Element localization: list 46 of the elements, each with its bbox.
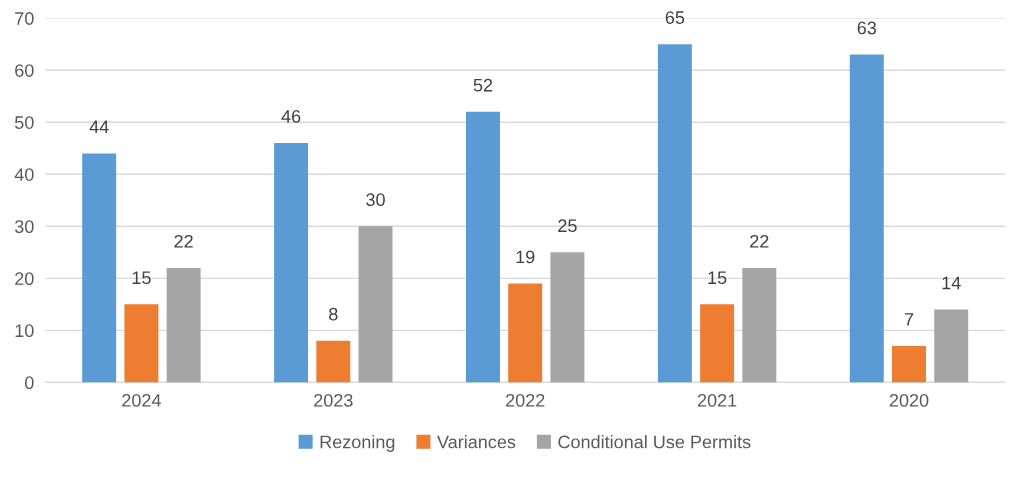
legend-label: Conditional Use Permits (558, 435, 751, 449)
y-tick-label: 0 (25, 376, 34, 390)
x-tick-label: 2020 (889, 393, 929, 407)
data-label: 15 (708, 271, 727, 285)
y-tick-label: 30 (14, 220, 34, 234)
y-tick-label: 40 (14, 168, 34, 181)
data-label: 65 (665, 11, 685, 24)
data-label: 15 (132, 271, 151, 285)
bar (892, 345, 926, 383)
bar (700, 304, 735, 383)
x-tick-label: 2022 (506, 393, 545, 407)
data-label: 19 (516, 250, 535, 264)
bar (358, 226, 393, 383)
data-label: 46 (281, 110, 301, 123)
bar (466, 111, 500, 383)
bar (742, 267, 777, 383)
bar (934, 309, 969, 383)
bar (849, 54, 884, 383)
y-tick-label: 10 (15, 324, 34, 338)
data-label: 30 (366, 193, 385, 207)
data-label: 14 (942, 276, 961, 290)
data-label: 52 (473, 78, 493, 92)
y-tick-label: 70 (15, 12, 34, 25)
data-label: 25 (558, 219, 577, 233)
y-tick-label: 20 (15, 272, 34, 286)
data-label: 22 (174, 234, 193, 248)
data-label: 63 (857, 21, 877, 35)
data-label: 8 (329, 307, 338, 321)
bar (124, 304, 159, 383)
bar (166, 267, 201, 383)
legend-label: Rezoning (320, 435, 395, 452)
data-label: 44 (89, 120, 109, 134)
x-tick-label: 2021 (697, 393, 737, 407)
bar (508, 283, 543, 383)
x-tick-label: 2023 (314, 393, 353, 407)
x-tick-label: 2024 (122, 393, 161, 407)
data-label: 22 (750, 234, 769, 248)
bar (657, 44, 692, 383)
bar (274, 143, 309, 383)
data-label: 7 (904, 313, 914, 326)
bar (550, 252, 585, 383)
bar (82, 153, 117, 383)
y-tick-label: 50 (14, 116, 34, 129)
bar (316, 340, 351, 383)
legend-label: Variances (437, 435, 516, 449)
y-tick-label: 60 (15, 64, 34, 77)
